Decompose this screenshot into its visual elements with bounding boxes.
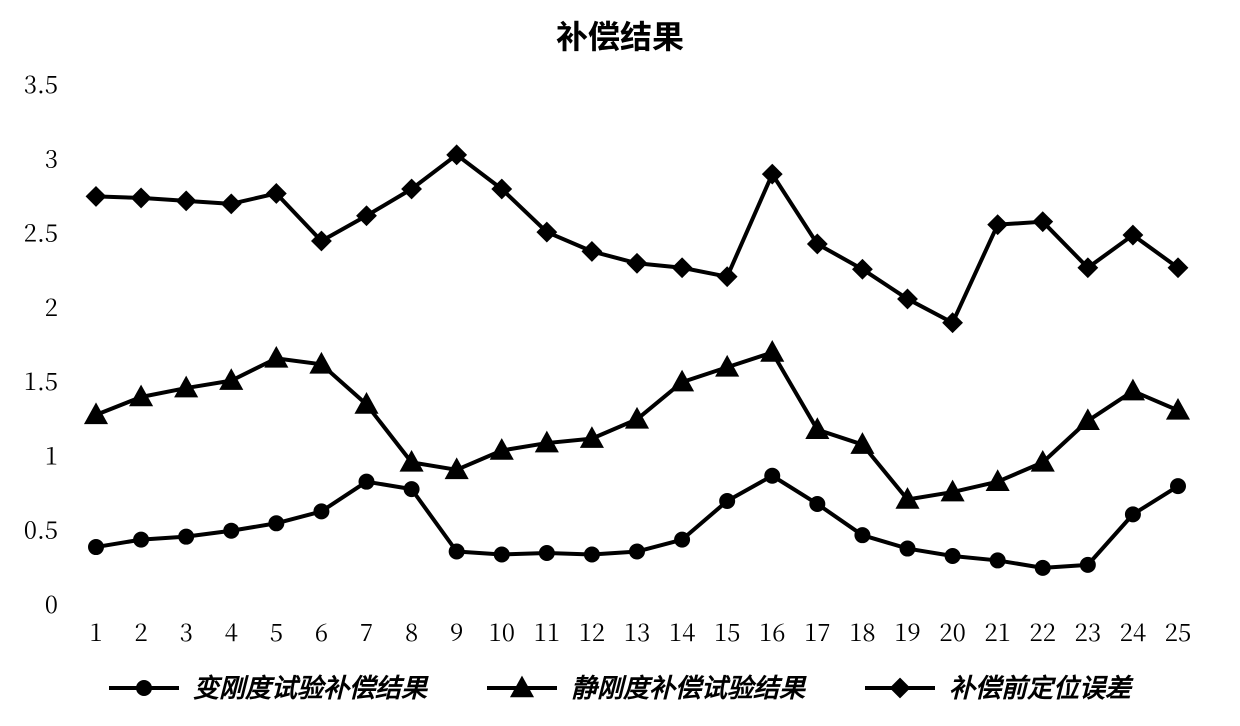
x-tick-label: 19 xyxy=(894,613,920,648)
y-tick-label: 0 xyxy=(45,585,58,620)
legend-item: 补偿前定位误差 xyxy=(865,674,1134,703)
y-tick-label: 3 xyxy=(45,139,58,174)
y-tick-label: 3.5 xyxy=(24,65,58,100)
legend-label: 补偿前定位误差 xyxy=(949,674,1134,703)
x-tick-label: 3 xyxy=(180,613,193,648)
series xyxy=(86,342,1189,508)
x-tick-label: 5 xyxy=(270,613,283,648)
x-tick-label: 4 xyxy=(225,613,238,648)
series xyxy=(89,469,1185,575)
x-tick-label: 13 xyxy=(624,613,650,648)
y-tick-label: 2.5 xyxy=(24,214,58,249)
x-tick-label: 8 xyxy=(405,613,418,648)
x-tick-label: 9 xyxy=(450,613,463,648)
series xyxy=(87,146,1187,332)
x-tick-label: 25 xyxy=(1165,613,1191,648)
x-tick-label: 24 xyxy=(1120,613,1146,648)
x-tick-label: 20 xyxy=(939,613,965,648)
legend-label: 变刚度试验补偿结果 xyxy=(193,674,429,703)
x-tick-label: 11 xyxy=(534,613,560,648)
y-tick-label: 0.5 xyxy=(24,511,58,546)
x-tick-label: 6 xyxy=(315,613,328,648)
x-tick-label: 7 xyxy=(360,613,373,648)
x-tick-label: 12 xyxy=(579,613,605,648)
x-tick-label: 2 xyxy=(134,613,147,648)
y-tick-label: 2 xyxy=(45,288,58,323)
chart-container: 补偿结果00.511.522.533.512345678910111213141… xyxy=(0,0,1240,726)
y-tick-label: 1 xyxy=(45,436,58,471)
y-tick-label: 1.5 xyxy=(24,362,58,397)
x-tick-label: 15 xyxy=(714,613,740,648)
x-tick-label: 18 xyxy=(849,613,875,648)
x-tick-label: 17 xyxy=(804,613,830,648)
legend-item: 静刚度补偿试验结果 xyxy=(487,674,807,703)
x-tick-label: 22 xyxy=(1030,613,1056,648)
x-tick-label: 10 xyxy=(489,613,515,648)
legend-label: 静刚度补偿试验结果 xyxy=(571,674,807,703)
x-tick-label: 14 xyxy=(669,613,695,648)
chart-svg: 补偿结果00.511.522.533.512345678910111213141… xyxy=(0,0,1240,726)
x-tick-label: 1 xyxy=(89,613,102,648)
x-tick-label: 16 xyxy=(759,613,785,648)
x-tick-label: 23 xyxy=(1075,613,1101,648)
legend-item: 变刚度试验补偿结果 xyxy=(109,674,429,703)
x-tick-label: 21 xyxy=(984,613,1010,648)
chart-title: 补偿结果 xyxy=(556,12,684,58)
